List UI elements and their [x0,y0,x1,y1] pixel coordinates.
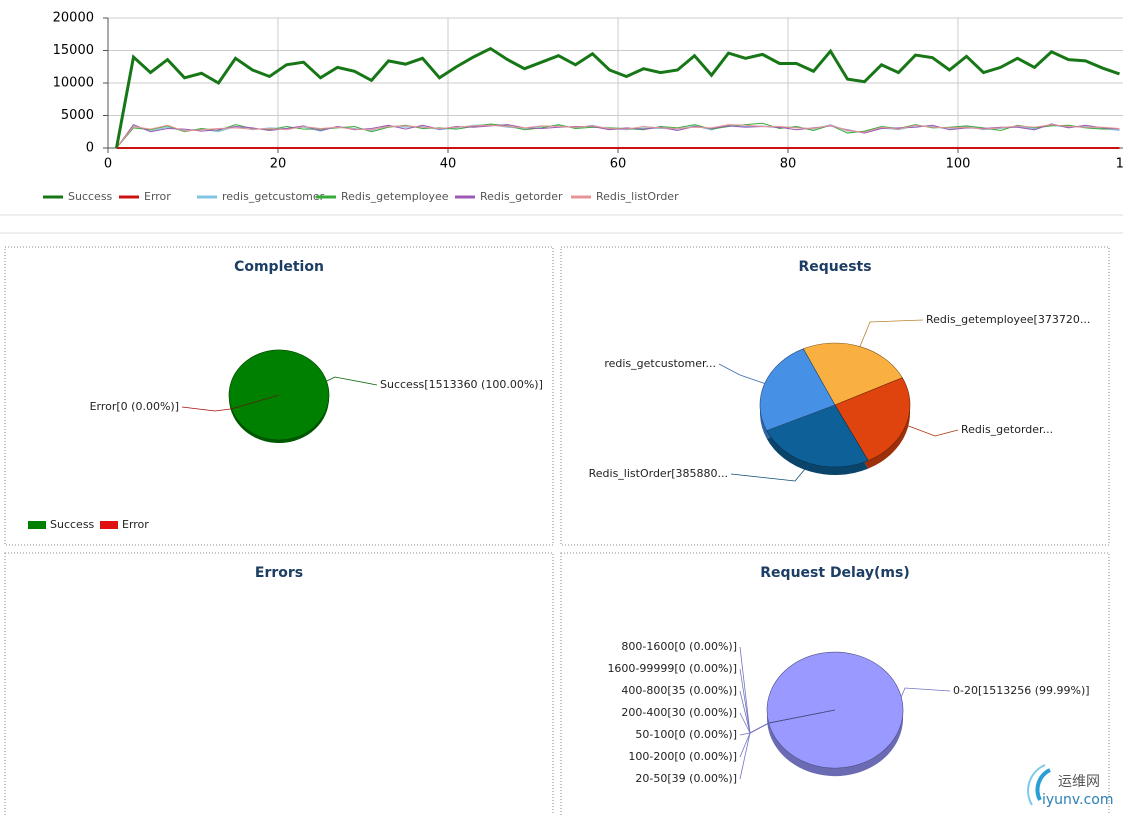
slice-label: 1600-99999[0 (0.00%)] [607,662,737,675]
series-line [116,124,1120,149]
slice-label: redis_getcustomer... [604,357,716,370]
x-tick-label: 40 [440,157,457,172]
watermark-icon [1027,764,1046,806]
leader-line [730,463,811,482]
leader-line [326,376,378,386]
y-tick-label: 10000 [53,76,94,91]
legend-label: Redis_listOrder [596,190,679,203]
x-tick-label: 80 [780,157,797,172]
series-line [116,122,1120,149]
slice-label: 0-20[1513256 (99.99%)] [953,684,1090,697]
slice-label: 20-50[39 (0.00%)] [635,772,737,785]
leader-line [859,319,924,347]
y-tick-label: 15000 [53,43,94,58]
leader-line [739,712,769,734]
panel-title: Requests [798,259,871,275]
slice-label: Redis_getemployee[373720... [926,313,1090,326]
legend-label: Redis_getorder [480,190,563,203]
watermark: 运维网 iyunv.com [1027,764,1113,808]
leader-line [718,363,765,384]
slice-label: Error[0 (0.00%)] [90,400,179,413]
slice-label: 100-200[0 (0.00%)] [628,750,737,763]
slice-label: 50-100[0 (0.00%)] [635,728,737,741]
pie-slice [802,342,903,406]
pie-slice [768,709,836,724]
leader-line [739,722,769,758]
legend-label: Redis_getemployee [341,190,449,203]
legend-label: Success [68,190,113,203]
legend-label: Error [122,518,149,531]
pie-slice [767,652,903,768]
pie-slice [834,377,911,461]
slice-label: Success[1513360 (100.00%)] [380,378,543,391]
y-tick-label: 0 [86,141,94,156]
legend-label: redis_getcustomer [222,190,325,203]
legend-swatch [28,521,46,529]
watermark-url: iyunv.com [1042,792,1113,808]
watermark-icon [1035,768,1051,801]
x-tick-label: 20 [270,157,287,172]
leader-line [739,646,769,734]
slice-label: 200-400[30 (0.00%)] [621,706,737,719]
watermark-name: 运维网 [1058,774,1100,790]
panel-title: Errors [255,565,303,581]
leader-line [739,722,769,736]
pie-slice [759,348,836,432]
panel [4,552,554,815]
legend-label: Error [144,190,171,203]
legend-label: Success [50,518,95,531]
x-tick-label: 60 [610,157,627,172]
slice-label: Redis_listOrder[385880... [589,467,728,480]
leader-line [905,424,959,437]
pie-slice [766,404,869,468]
y-tick-label: 5000 [61,108,94,123]
x-tick-label: 120 [1116,157,1123,172]
panel-title: Request Delay(ms) [760,565,909,581]
panel [4,246,554,546]
x-tick-label: 0 [104,157,112,172]
leader-line [739,722,769,780]
panel-title: Completion [234,259,324,275]
slice-label: 800-1600[0 (0.00%)] [621,640,737,653]
panel [560,552,1110,815]
x-tick-label: 100 [946,157,971,172]
panel [560,246,1110,546]
leader-line [900,687,951,698]
series-line [115,46,1120,149]
legend-swatch [100,521,118,529]
y-tick-label: 20000 [53,11,94,26]
leader-line [181,406,232,412]
leader-line [739,668,769,734]
slice-label: 400-800[35 (0.00%)] [621,684,737,697]
slice-label: Redis_getorder... [961,423,1053,436]
